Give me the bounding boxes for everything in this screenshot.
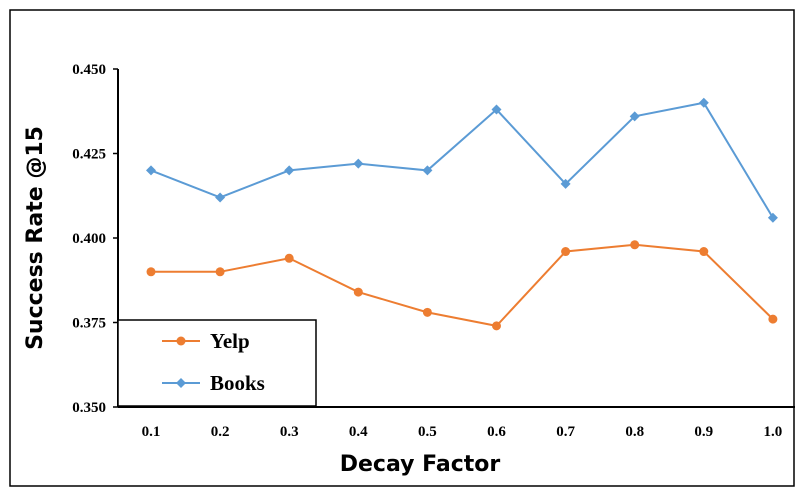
- data-point-books: [284, 165, 295, 176]
- x-tick-label: 0.5: [418, 424, 437, 440]
- series-line-yelp: [151, 243, 774, 327]
- y-tick-label: 0.375: [72, 316, 106, 332]
- data-point-yelp: [284, 253, 294, 263]
- legend-label-yelp: Yelp: [210, 329, 250, 353]
- data-point-books: [698, 97, 709, 108]
- data-point-yelp: [561, 247, 571, 257]
- data-point-yelp: [215, 267, 225, 277]
- data-point-books: [767, 212, 778, 223]
- x-tick-label: 0.3: [280, 424, 299, 440]
- x-tick-label: 0.8: [625, 424, 644, 440]
- legend-marker-yelp: [176, 336, 186, 346]
- data-point-yelp: [630, 240, 640, 250]
- data-point-yelp: [146, 267, 156, 277]
- x-tick-label: 0.9: [694, 424, 713, 440]
- legend-label-books: Books: [210, 371, 265, 395]
- x-tick-label: 0.2: [211, 424, 230, 440]
- y-tick-label: 0.400: [72, 231, 106, 247]
- data-point-yelp: [768, 314, 778, 324]
- data-point-books: [146, 165, 156, 176]
- x-tick-label: 0.7: [556, 424, 575, 440]
- y-tick-label: 0.425: [72, 147, 106, 163]
- y-tick-label: 0.450: [72, 62, 106, 78]
- x-tick-label: 1.0: [764, 424, 783, 440]
- series-layer: [146, 97, 778, 331]
- y-tick-labels: 0.350 0.375 0.400 0.425 0.450: [72, 62, 118, 416]
- legend-marker-books: [176, 378, 186, 388]
- data-point-yelp: [492, 321, 501, 331]
- x-axis-title: Decay Factor: [340, 452, 501, 477]
- data-point-books: [560, 178, 571, 189]
- data-point-books: [629, 111, 640, 122]
- x-tick-labels: 0.1 0.2 0.3 0.4 0.5 0.6 0.7 0.8 0.9 1.0: [142, 424, 783, 440]
- y-tick-label: 0.350: [72, 400, 106, 416]
- x-tick-label: 0.1: [142, 424, 161, 440]
- legend: Yelp Books: [117, 319, 317, 407]
- x-tick-label: 0.4: [349, 424, 368, 440]
- chart-border: [9, 9, 795, 487]
- x-tick-label: 0.6: [487, 424, 506, 440]
- data-point-books: [422, 165, 433, 176]
- data-point-yelp: [699, 247, 709, 257]
- data-point-yelp: [353, 287, 363, 297]
- y-axis-title: Success Rate @15: [23, 126, 48, 350]
- data-point-books: [215, 192, 226, 203]
- series-line-books: [150, 101, 774, 219]
- data-point-books: [491, 104, 502, 115]
- data-point-yelp: [422, 307, 432, 317]
- data-point-books: [353, 158, 364, 169]
- legend-box: [117, 319, 317, 407]
